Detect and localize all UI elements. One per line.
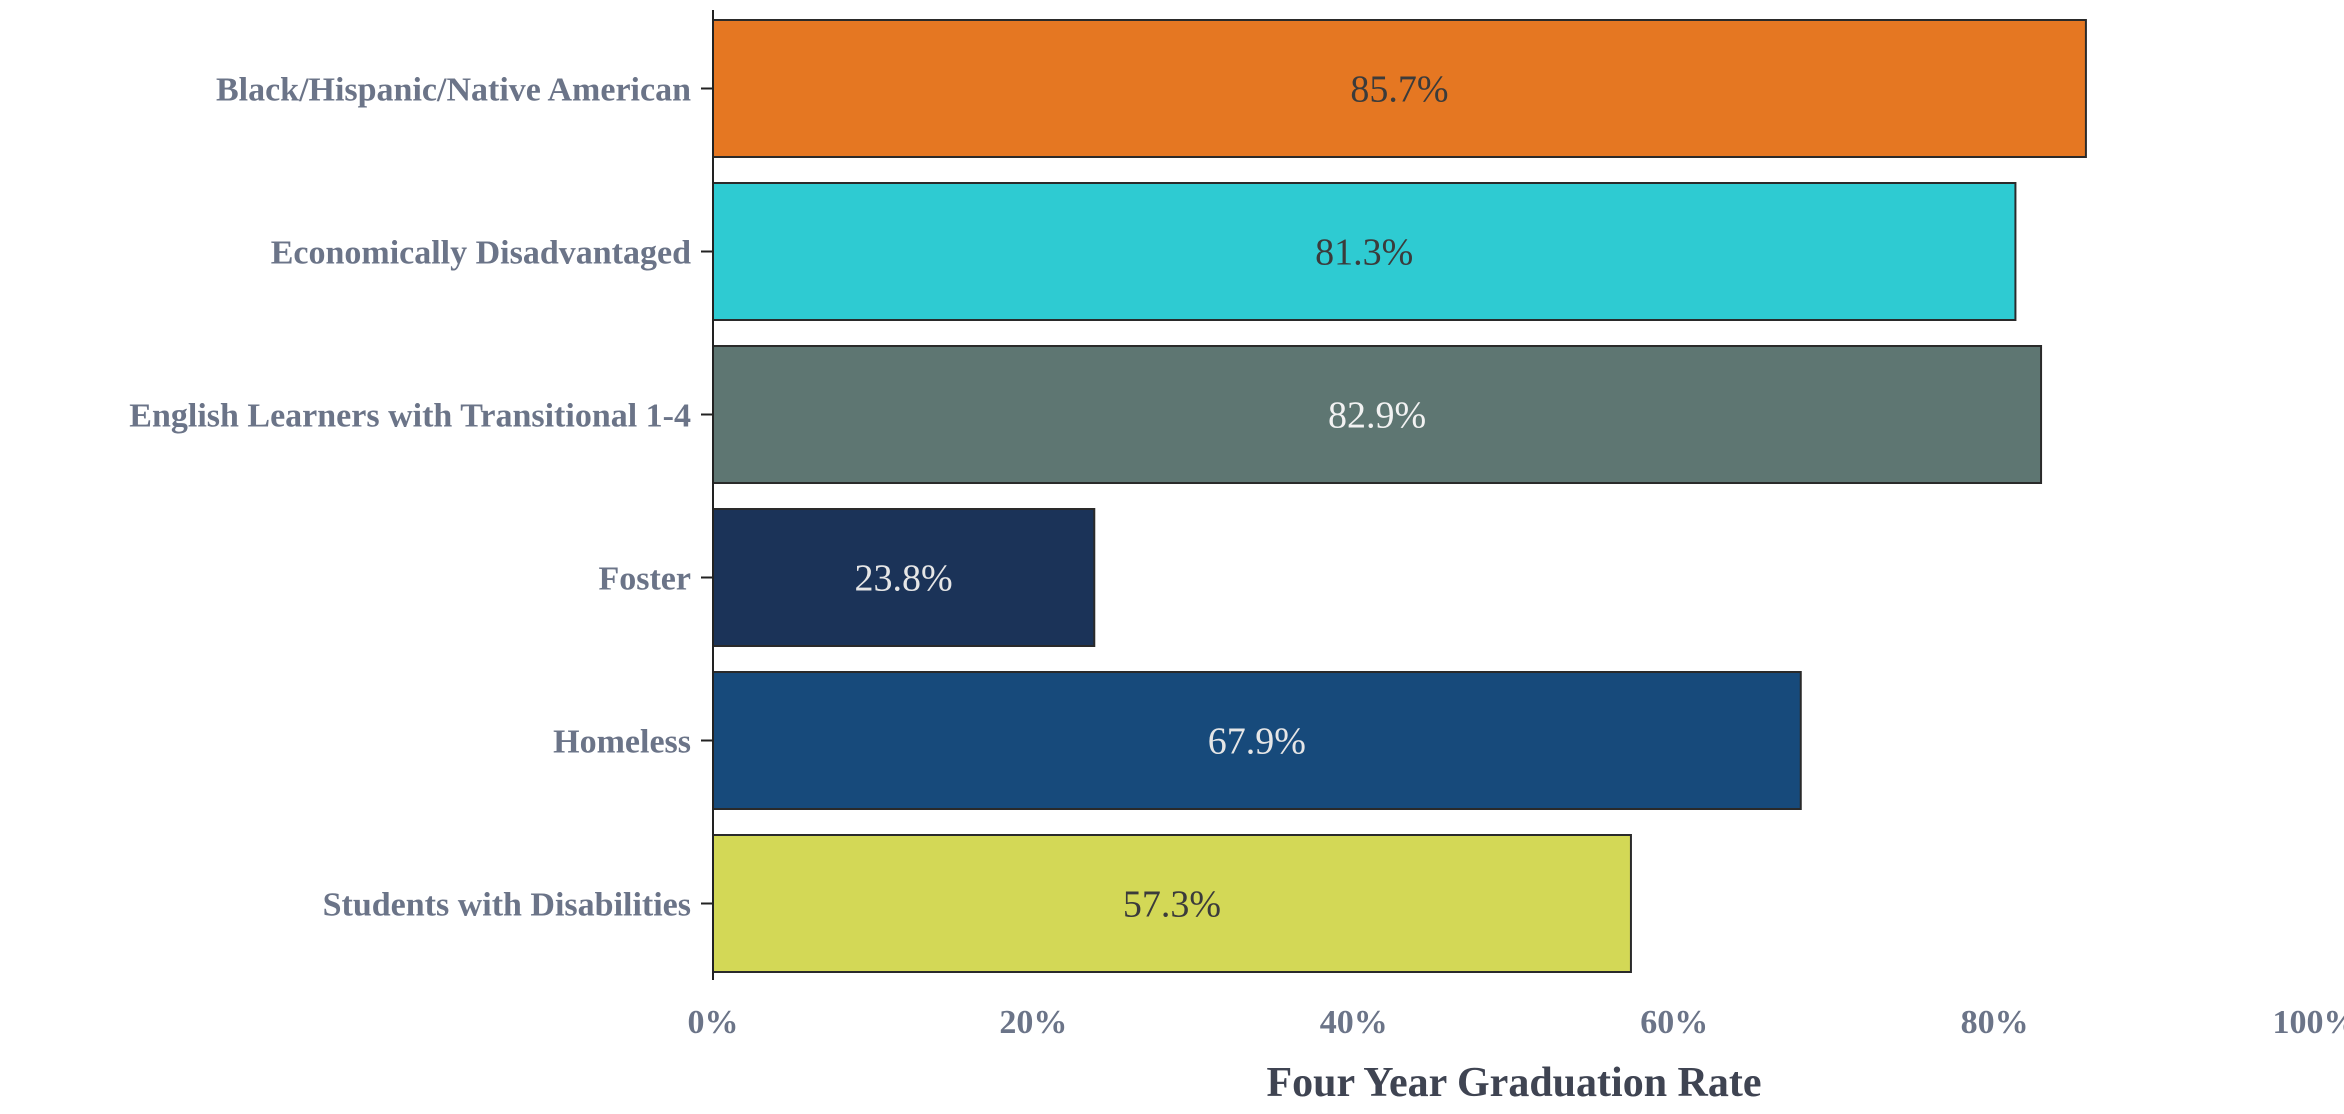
bar-black-hispanic-native-american (712, 19, 2087, 158)
bar-economically-disadvantaged (712, 182, 2017, 321)
bar-value-label: 85.7% (1350, 69, 1448, 111)
bar-foster (712, 508, 1096, 647)
x-axis-ticks: 0% 20% 40% 60% 80% 100% (688, 1004, 2344, 1041)
x-tick-label: 20% (999, 1004, 1067, 1041)
x-axis-title: Four Year Graduation Rate (1266, 1060, 1761, 1106)
x-tick-label: 60% (1640, 1004, 1708, 1041)
category-labels: Black/Hispanic/Native American Economical… (129, 72, 713, 924)
x-tick-label: 80% (1961, 1004, 2029, 1041)
bar-students-with-disabilities (712, 834, 1632, 973)
bars-layer: 85.7% 81.3% 82.9% 23.8% 67.9% 57.3% (712, 19, 2087, 973)
bar-english-learners-with-transitional-1-4 (712, 345, 2043, 484)
category-label: Foster (598, 561, 691, 598)
bar-value-label: 23.8% (855, 558, 953, 600)
category-label: Students with Disabilities (323, 887, 691, 924)
bar-homeless (712, 671, 1802, 810)
bar-value-label: 81.3% (1315, 232, 1413, 274)
x-tick-label: 0% (688, 1004, 739, 1041)
category-label: Economically Disadvantaged (271, 235, 691, 272)
category-label: Black/Hispanic/Native American (216, 72, 691, 109)
x-tick-label: 40% (1320, 1004, 1388, 1041)
x-tick-label: 100% (2273, 1004, 2344, 1041)
category-label: English Learners with Transitional 1-4 (129, 398, 691, 435)
bar-value-label: 57.3% (1123, 884, 1221, 926)
bar-value-label: 82.9% (1328, 395, 1426, 437)
bar-value-label: 67.9% (1208, 721, 1306, 763)
category-label: Homeless (553, 724, 691, 761)
